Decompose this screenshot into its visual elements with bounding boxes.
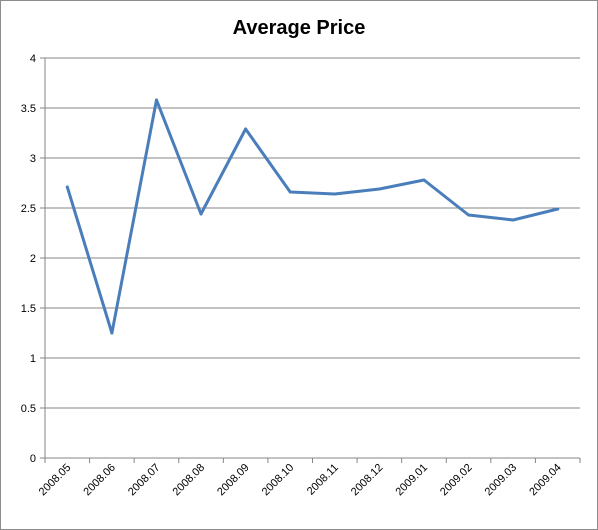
- gridlines: [45, 57, 580, 409]
- x-tick-label: 2008.06: [81, 462, 118, 499]
- series-line: [65, 98, 560, 335]
- data-point: [288, 190, 292, 194]
- data-point: [199, 212, 203, 216]
- data-point: [511, 218, 515, 222]
- x-tick-label: 2008.05: [37, 462, 74, 499]
- data-point: [110, 331, 114, 335]
- axes: [40, 57, 581, 463]
- data-point: [333, 192, 337, 196]
- data-point: [377, 187, 381, 191]
- y-tick-label: 0.5: [21, 403, 36, 415]
- y-tick-label: 4: [30, 53, 36, 65]
- data-point: [65, 185, 69, 189]
- chart-title: Average Price: [233, 17, 366, 39]
- data-point: [422, 178, 426, 182]
- y-axis-ticks: 0 0.5 1 1.5 2 2.5 3 3.5 4: [21, 53, 36, 465]
- x-tick-label: 2009.04: [527, 462, 564, 499]
- x-tick-label: 2008.11: [305, 462, 341, 498]
- x-tick-label: 2008.09: [215, 462, 252, 499]
- y-tick-label: 2.5: [21, 203, 36, 215]
- x-tick-label: 2008.12: [349, 462, 386, 499]
- x-tick-label: 2009.01: [393, 462, 430, 499]
- data-point: [556, 207, 560, 211]
- x-axis-ticks: 2008.05 2008.06 2008.07 2008.08 2008.09 2008.…: [37, 462, 564, 499]
- data-point: [467, 213, 471, 217]
- x-tick-label: 2008.07: [126, 462, 163, 499]
- y-tick-label: 1.5: [21, 303, 36, 315]
- y-tick-label: 3: [30, 153, 36, 165]
- data-point: [154, 98, 158, 102]
- x-tick-label: 2008.10: [260, 462, 297, 499]
- data-point: [244, 127, 248, 131]
- y-tick-label: 2: [30, 253, 36, 265]
- y-tick-label: 0: [30, 453, 36, 465]
- x-tick-label: 2008.08: [171, 462, 208, 499]
- x-tick-label: 2009.03: [483, 462, 520, 499]
- y-tick-label: 1: [30, 353, 36, 365]
- series-group: [65, 98, 560, 335]
- y-tick-label: 3.5: [21, 103, 36, 115]
- x-tick-label: 2009.02: [438, 462, 475, 499]
